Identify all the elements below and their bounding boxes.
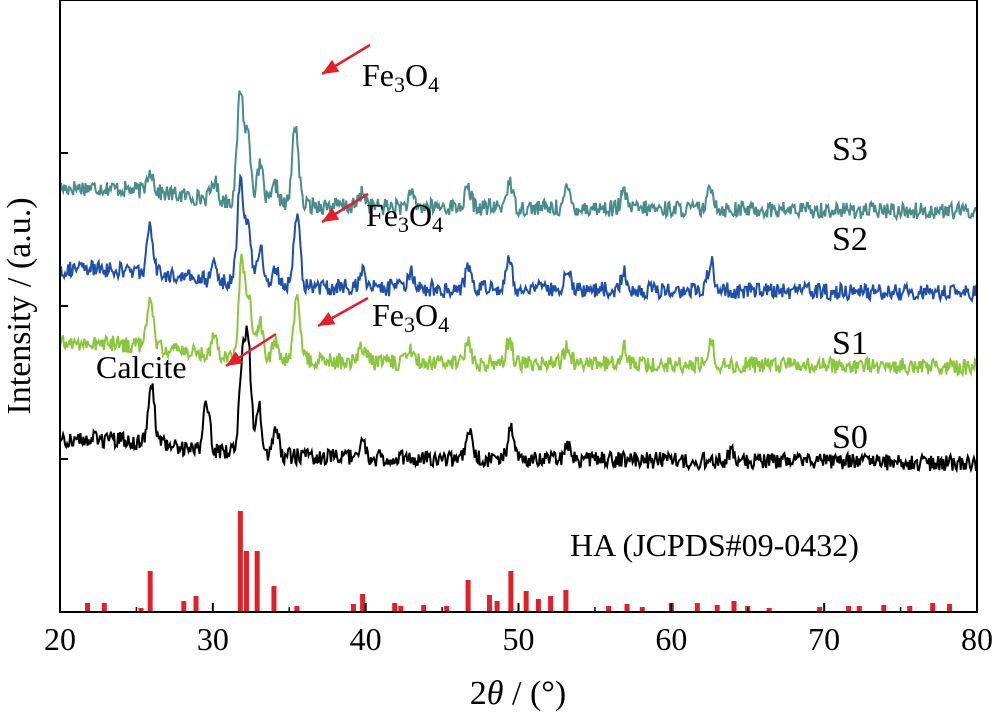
reference-line bbox=[147, 571, 153, 611]
arrow-fe3o4-s2-head bbox=[322, 207, 340, 222]
reference-line bbox=[535, 599, 541, 611]
series-label-s0: S0 bbox=[832, 419, 868, 456]
reference-line bbox=[243, 551, 249, 611]
reference-line bbox=[856, 606, 862, 611]
reference-line bbox=[360, 594, 366, 611]
reference-line bbox=[254, 551, 260, 611]
reference-line bbox=[398, 606, 404, 611]
series-label-s2: S2 bbox=[832, 221, 868, 258]
x-tick-label: 80 bbox=[961, 621, 993, 657]
reference-line bbox=[465, 580, 471, 611]
reference-line bbox=[846, 606, 852, 611]
reference-line bbox=[563, 590, 569, 611]
x-tick-label: 70 bbox=[808, 621, 840, 657]
series-line-s0 bbox=[59, 325, 978, 474]
reference-line bbox=[817, 607, 823, 611]
reference-line bbox=[881, 605, 887, 611]
fe3o4-label-s1: Fe3O4 bbox=[372, 297, 449, 337]
x-axis-label: 2θ / (°) bbox=[470, 675, 566, 712]
arrow-fe3o4-s3-head bbox=[322, 59, 340, 74]
y-axis-label: Intensity / (a.u.) bbox=[1, 197, 38, 414]
reference-line bbox=[392, 603, 398, 611]
reference-line bbox=[731, 601, 737, 611]
reference-line bbox=[766, 608, 772, 611]
series-label-s3: S3 bbox=[832, 131, 868, 168]
fe3o4-annotation-s1: Fe3O4 bbox=[317, 296, 449, 337]
reference-line bbox=[930, 603, 936, 611]
reference-line bbox=[101, 603, 107, 611]
reference-line bbox=[138, 608, 144, 611]
reference-line bbox=[237, 511, 243, 611]
reference-pattern bbox=[85, 511, 952, 611]
reference-line bbox=[694, 603, 700, 611]
annotation-layer: Fe3O4 Fe3O4 Fe3O4 Calcite bbox=[96, 43, 449, 385]
reference-line bbox=[294, 606, 300, 611]
reference-line bbox=[548, 596, 554, 611]
reference-line bbox=[523, 591, 529, 611]
x-tick-label: 40 bbox=[350, 621, 382, 657]
series-line-s2 bbox=[59, 172, 978, 304]
calcite-annotation: Calcite bbox=[96, 332, 277, 385]
fe3o4-annotation-s3: Fe3O4 bbox=[321, 43, 439, 97]
fe3o4-label-s3: Fe3O4 bbox=[362, 57, 439, 97]
y-axis-ticks bbox=[60, 152, 68, 460]
reference-line bbox=[85, 603, 91, 611]
reference-line bbox=[639, 607, 645, 611]
reference-line bbox=[494, 601, 500, 611]
x-tick-label: 20 bbox=[44, 621, 76, 657]
reference-line bbox=[606, 606, 612, 611]
reference-line bbox=[181, 601, 187, 611]
reference-line bbox=[271, 586, 277, 611]
reference-line bbox=[907, 606, 913, 611]
reference-label: HA (JCPDS#09-0432) bbox=[570, 527, 859, 563]
series-label-s1: S1 bbox=[832, 325, 868, 362]
plot-frame bbox=[59, 0, 978, 613]
reference-line bbox=[350, 604, 356, 611]
x-axis: 20 30 40 50 60 70 80 bbox=[44, 603, 993, 657]
x-tick-label: 60 bbox=[655, 621, 687, 657]
arrow-fe3o4-s1-head bbox=[318, 312, 336, 326]
fe3o4-annotation-s2: Fe3O4 bbox=[321, 192, 443, 237]
reference-line bbox=[486, 595, 492, 611]
reference-line bbox=[714, 605, 720, 611]
series-line-s1 bbox=[59, 253, 978, 378]
calcite-label: Calcite bbox=[96, 349, 187, 385]
series-labels: S3 S2 S1 S0 bbox=[832, 131, 868, 456]
fe3o4-label-s2: Fe3O4 bbox=[366, 197, 443, 237]
reference-line bbox=[444, 606, 450, 611]
reference-line bbox=[624, 604, 630, 611]
x-tick-label: 50 bbox=[503, 621, 535, 657]
series-layer bbox=[59, 90, 978, 474]
reference-line bbox=[421, 605, 427, 611]
series-line-s3 bbox=[59, 90, 978, 222]
reference-line bbox=[193, 596, 199, 611]
reference-line bbox=[508, 571, 514, 611]
reference-line bbox=[946, 604, 952, 611]
x-tick-label: 30 bbox=[197, 621, 229, 657]
arrow-calcite-head bbox=[226, 351, 244, 366]
